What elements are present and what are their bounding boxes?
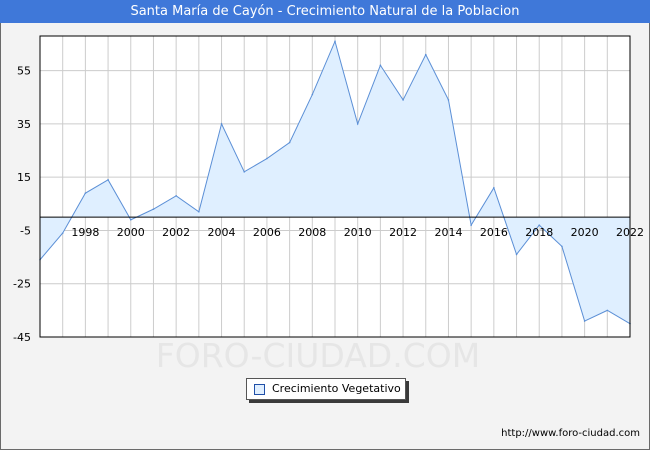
data-point	[198, 211, 200, 213]
x-tick-label: 2008	[298, 226, 326, 239]
data-point	[538, 224, 541, 226]
series-area	[40, 41, 630, 324]
watermark: FORO-CIUDAD.COM	[156, 336, 480, 375]
x-tick-label: 2004	[208, 226, 236, 239]
x-tick-label: 2018	[525, 226, 553, 239]
data-point	[470, 224, 472, 226]
y-tick-label: 15	[17, 171, 31, 184]
data-point	[311, 93, 314, 96]
y-tick-label: 55	[17, 65, 31, 78]
legend-swatch	[254, 384, 265, 395]
plot-border	[39, 35, 631, 338]
x-tick-label: 2012	[389, 226, 417, 239]
x-tick-label: 2020	[571, 226, 599, 239]
legend: Crecimiento Vegetativo	[246, 378, 406, 400]
data-point	[334, 40, 336, 43]
y-tick-label: -45	[13, 331, 31, 344]
y-tick-label: -5	[20, 224, 31, 237]
chart-title: Santa María de Cayón - Crecimiento Natur…	[0, 0, 650, 23]
data-point	[84, 192, 87, 194]
data-point	[606, 309, 609, 312]
data-point	[402, 99, 404, 101]
data-point	[356, 123, 359, 125]
data-point	[493, 187, 495, 189]
footer-url: http://www.foro-ciudad.com	[501, 428, 640, 439]
axis-layer: -45 -25 -5 15 35 55 1998 2000 2002 2004 2006 2008 20…	[13, 65, 644, 344]
data-point	[583, 320, 586, 322]
x-tick-label: 2006	[253, 226, 281, 239]
data-point	[515, 253, 518, 256]
x-tick-label: 1998	[71, 226, 99, 239]
data-point	[266, 157, 268, 160]
data-point	[61, 232, 64, 234]
y-tick-label: -25	[13, 278, 31, 291]
data-point	[561, 245, 563, 248]
data-point	[175, 195, 177, 197]
data-point	[107, 179, 109, 181]
data-point	[288, 141, 291, 144]
x-tick-label: 2002	[162, 226, 190, 239]
data-point	[220, 123, 223, 125]
data-point	[243, 171, 246, 173]
data-point	[379, 64, 382, 67]
x-tick-label: 2010	[344, 226, 372, 239]
data-point	[424, 53, 427, 56]
data-point	[129, 218, 132, 221]
x-tick-label: 2016	[480, 226, 508, 239]
data-point	[152, 208, 155, 210]
x-tick-label: 2000	[117, 226, 145, 239]
y-tick-label: 35	[17, 118, 31, 131]
legend-label: Crecimiento Vegetativo	[272, 382, 401, 395]
x-tick-label: 2014	[434, 226, 462, 239]
data-point	[447, 99, 450, 101]
